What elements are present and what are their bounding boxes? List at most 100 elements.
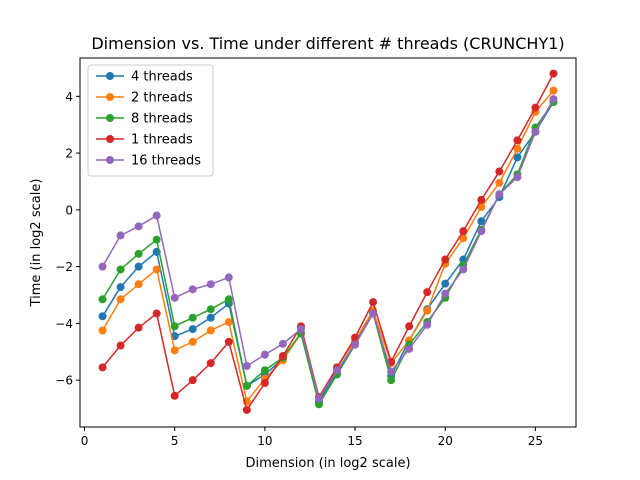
data-point [260, 366, 269, 375]
data-point [495, 190, 504, 199]
legend-marker [106, 114, 114, 122]
data-point [333, 366, 342, 375]
legend-marker [106, 72, 114, 80]
data-point [549, 95, 558, 104]
data-point [224, 317, 233, 326]
data-point [441, 255, 450, 264]
data-point [495, 167, 504, 176]
y-tick-label: −4 [55, 317, 73, 331]
y-tick-label: 2 [65, 147, 73, 161]
data-point [98, 312, 107, 321]
data-point [423, 320, 432, 329]
data-point [441, 289, 450, 298]
data-point [116, 283, 125, 292]
y-tick-label: −2 [55, 260, 73, 274]
data-point [206, 313, 215, 322]
data-point [314, 400, 323, 409]
data-point [152, 265, 161, 274]
data-point [242, 405, 251, 414]
data-point [116, 341, 125, 350]
data-point [278, 339, 287, 348]
x-tick-label: 25 [528, 434, 543, 448]
legend-item: 4 threads [96, 70, 193, 85]
data-point [351, 340, 360, 349]
data-point [242, 381, 251, 390]
data-point [152, 309, 161, 318]
data-point [423, 288, 432, 297]
data-point [477, 217, 486, 226]
chart-title: Dimension vs. Time under different # thr… [91, 34, 564, 53]
legend-label: 16 threads [131, 154, 201, 169]
data-point [459, 265, 468, 274]
y-tick-label: −6 [55, 374, 73, 388]
data-point [260, 350, 269, 359]
axes-frame [79, 57, 577, 428]
data-point [206, 326, 215, 335]
data-point [116, 231, 125, 240]
data-point [459, 227, 468, 236]
data-point [134, 323, 143, 332]
legend-marker [106, 135, 114, 143]
data-point [441, 279, 450, 288]
data-point [170, 322, 179, 331]
data-point [116, 265, 125, 274]
data-point [188, 285, 197, 294]
series-16-threads [98, 95, 558, 403]
data-point [549, 86, 558, 95]
data-point [477, 203, 486, 212]
data-point [134, 280, 143, 289]
data-point [405, 344, 414, 353]
data-point [387, 367, 396, 376]
data-point [206, 305, 215, 314]
data-point [242, 361, 251, 370]
data-point [477, 195, 486, 204]
series-1-threads [98, 69, 558, 414]
y-tick-label: 0 [65, 203, 73, 217]
data-point [170, 346, 179, 355]
legend-item: 8 threads [96, 112, 193, 127]
axis-ticks: 0 5 10 15 20 25 −6 −4 −2 0 2 4 [55, 90, 543, 448]
data-point [531, 127, 540, 136]
legend: 4 threads 2 threads 8 threads 1 threads 16 t… [87, 64, 214, 177]
data-point [513, 153, 522, 162]
data-point [98, 295, 107, 304]
legend-item: 16 threads [96, 154, 201, 169]
legend-box [87, 64, 214, 177]
data-point [134, 249, 143, 258]
data-point [314, 394, 323, 403]
data-point [405, 322, 414, 331]
data-point [188, 337, 197, 346]
x-tick-label: 0 [81, 434, 89, 448]
data-point [296, 325, 305, 334]
y-tick-label: 4 [65, 90, 73, 104]
x-axis-label: Dimension (in log2 scale) [245, 456, 410, 471]
data-point [152, 211, 161, 220]
data-point [224, 337, 233, 346]
data-point [170, 391, 179, 400]
data-point [513, 173, 522, 182]
data-point [513, 136, 522, 145]
data-point [98, 363, 107, 372]
plot-area [98, 69, 558, 414]
data-point [188, 313, 197, 322]
data-point [134, 222, 143, 231]
data-point [369, 309, 378, 318]
data-point [98, 262, 107, 271]
data-point [477, 227, 486, 236]
data-point [513, 144, 522, 153]
data-point [278, 352, 287, 361]
x-tick-label: 20 [438, 434, 453, 448]
legend-label: 1 threads [131, 133, 193, 148]
data-point [495, 178, 504, 187]
data-point [224, 273, 233, 282]
y-axis-label: Time (in log2 scale) [29, 179, 44, 308]
data-point [206, 359, 215, 368]
data-point [531, 103, 540, 112]
data-point [260, 379, 269, 388]
data-point [152, 235, 161, 244]
data-point [98, 326, 107, 335]
data-point [369, 298, 378, 307]
legend-item: 2 threads [96, 91, 193, 106]
legend-marker [106, 93, 114, 101]
